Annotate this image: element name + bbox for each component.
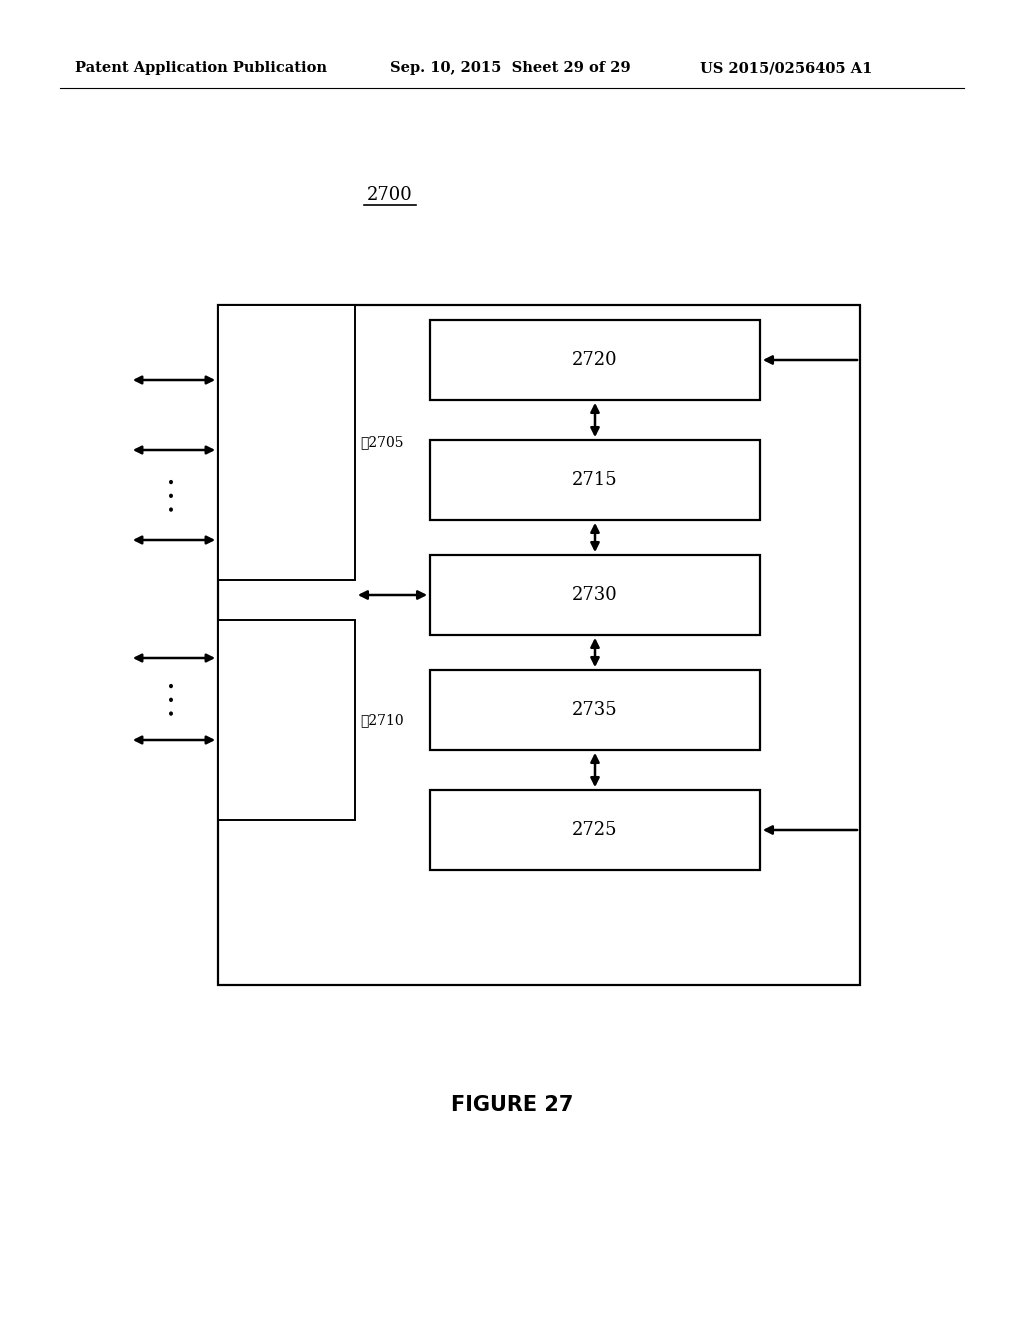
Bar <box>430 440 760 520</box>
Text: Patent Application Publication: Patent Application Publication <box>75 61 327 75</box>
Bar <box>218 305 355 579</box>
Text: Sep. 10, 2015  Sheet 29 of 29: Sep. 10, 2015 Sheet 29 of 29 <box>390 61 631 75</box>
Text: ‧2710: ‧2710 <box>360 713 403 727</box>
Bar <box>430 319 760 400</box>
Text: 2725: 2725 <box>572 821 617 840</box>
Text: 2700: 2700 <box>368 186 413 205</box>
Text: 2720: 2720 <box>572 351 617 370</box>
Text: 2715: 2715 <box>572 471 617 488</box>
Text: • • •: • • • <box>167 681 181 717</box>
Text: • • •: • • • <box>167 477 181 513</box>
Bar <box>218 305 860 985</box>
Text: US 2015/0256405 A1: US 2015/0256405 A1 <box>700 61 872 75</box>
Text: ‧2705: ‧2705 <box>360 436 403 450</box>
Bar <box>430 554 760 635</box>
Bar <box>430 671 760 750</box>
Text: 2735: 2735 <box>572 701 617 719</box>
Bar <box>218 620 355 820</box>
Text: FIGURE 27: FIGURE 27 <box>451 1096 573 1115</box>
Bar <box>430 789 760 870</box>
Text: 2730: 2730 <box>572 586 617 605</box>
